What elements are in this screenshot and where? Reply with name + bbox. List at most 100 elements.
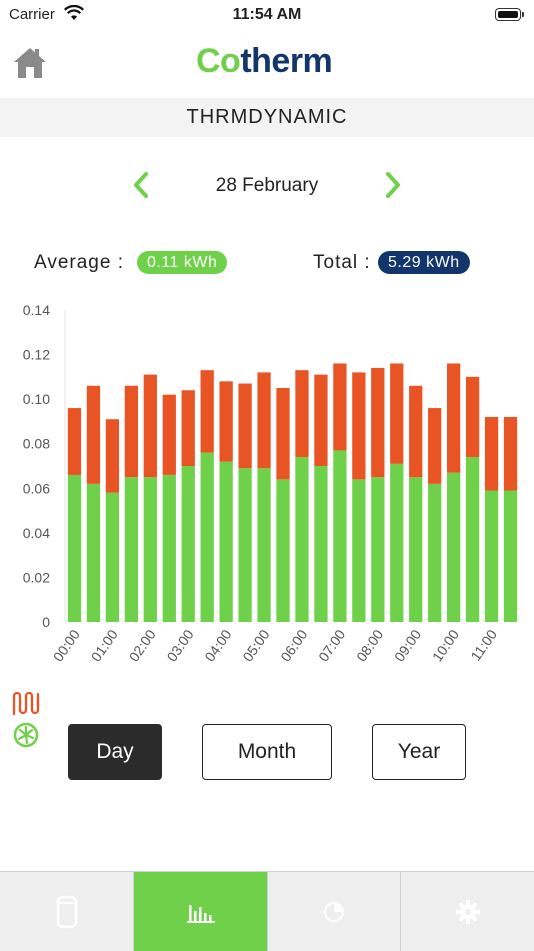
- bar-heat-pump: [143, 477, 157, 622]
- bar-electric-backup: [67, 408, 82, 475]
- bar-heat-pump: [276, 479, 290, 622]
- heating-coil-icon: [12, 691, 40, 716]
- bar-electric-backup: [105, 419, 120, 493]
- day-button[interactable]: Day: [68, 724, 162, 780]
- bar-heat-pump: [219, 461, 233, 622]
- water-heater-icon: [56, 895, 77, 928]
- bar-heat-pump: [428, 483, 442, 622]
- bar-electric-backup: [428, 408, 442, 484]
- bar-heat-pump: [162, 474, 176, 622]
- x-tick-label: 11:00: [467, 626, 500, 663]
- bar-heat-pump: [333, 450, 347, 622]
- chevron-left-icon: [134, 172, 148, 198]
- bar-electric-backup: [447, 363, 461, 473]
- x-tick-label: 00:00: [50, 626, 83, 664]
- clock: 11:54 AM: [232, 6, 302, 23]
- status-bar: Carrier 11:54 AM: [0, 0, 534, 30]
- tab-statistics[interactable]: [134, 872, 268, 951]
- navbar: Cotherm: [0, 30, 534, 99]
- x-tick-label: 05:00: [239, 626, 272, 664]
- bar-heat-pump: [181, 466, 195, 622]
- bar-electric-backup: [503, 416, 518, 491]
- average-label: Average :: [34, 252, 124, 273]
- x-tick-label: 01:00: [88, 626, 121, 664]
- date-navigation: 28 February: [0, 165, 534, 205]
- bar-chart-icon: [186, 904, 215, 923]
- bar-heat-pump: [352, 479, 366, 622]
- x-tick-label: 03:00: [163, 626, 196, 664]
- y-tick-label: 0.08: [23, 436, 50, 452]
- bar-electric-backup: [465, 376, 480, 458]
- bar-heat-pump: [371, 477, 385, 622]
- y-tick-label: 0.02: [23, 569, 50, 585]
- x-tick-label: 09:00: [391, 626, 424, 664]
- bar-electric-backup: [181, 390, 195, 466]
- x-tick-label: 02:00: [126, 626, 159, 664]
- total-badge: 5.29 kWh: [378, 251, 470, 274]
- bar-heat-pump: [105, 492, 120, 622]
- y-tick-label: 0: [42, 614, 50, 630]
- device-name: THRMDYNAMIC: [0, 98, 534, 137]
- bar-electric-backup: [124, 385, 138, 478]
- bar-heat-pump: [314, 466, 328, 622]
- bar-electric-backup: [257, 372, 271, 469]
- bar-heat-pump: [200, 452, 214, 622]
- bar-electric-backup: [86, 385, 101, 484]
- previous-date-button[interactable]: [128, 168, 154, 202]
- bar-heat-pump: [447, 472, 461, 622]
- bar-heat-pump: [124, 477, 138, 622]
- bar-electric-backup: [295, 370, 309, 458]
- x-tick-label: 06:00: [277, 626, 310, 664]
- x-tick-label: 07:00: [315, 626, 348, 664]
- bar-heat-pump: [67, 474, 82, 622]
- year-button[interactable]: Year: [372, 724, 466, 780]
- average-badge: 0.11 kWh: [137, 251, 228, 274]
- bar-electric-backup: [219, 381, 233, 462]
- battery-icon: [495, 8, 524, 21]
- heat-pump-fan-icon: [13, 722, 39, 748]
- home-icon[interactable]: [12, 46, 48, 80]
- y-tick-label: 0.10: [23, 391, 50, 407]
- bar-electric-backup: [352, 372, 366, 480]
- bar-electric-backup: [200, 370, 214, 453]
- bar-heat-pump: [465, 457, 480, 622]
- y-tick-label: 0.06: [23, 480, 50, 496]
- x-tick-label: 04:00: [201, 626, 234, 664]
- bar-electric-backup: [409, 385, 423, 478]
- energy-source-legend: [10, 690, 44, 750]
- y-tick-label: 0.04: [23, 525, 50, 541]
- logo-therm: therm: [240, 42, 333, 80]
- next-date-button[interactable]: [380, 168, 406, 202]
- bar-electric-backup: [333, 363, 347, 451]
- tab-settings[interactable]: [401, 872, 534, 951]
- bar-electric-backup: [314, 374, 328, 466]
- date-label: 28 February: [215, 175, 319, 196]
- bar-electric-backup: [162, 394, 176, 475]
- chevron-right-icon: [386, 172, 400, 198]
- bar-heat-pump: [86, 483, 101, 622]
- stats-row: Average : 0.11 kWh Total : 5.29 kWh: [0, 248, 534, 278]
- bar-electric-backup: [143, 374, 157, 478]
- bar-electric-backup: [484, 416, 499, 491]
- tab-device[interactable]: [0, 872, 134, 951]
- wifi-icon: [63, 4, 85, 26]
- tab-bar: [0, 871, 534, 951]
- x-tick-label: 08:00: [353, 626, 386, 664]
- bar-electric-backup: [371, 367, 385, 478]
- bar-heat-pump: [238, 468, 252, 622]
- x-tick-label: 10:00: [429, 626, 462, 664]
- bar-electric-backup: [238, 383, 252, 469]
- bar-heat-pump: [257, 468, 271, 622]
- total-label: Total :: [313, 252, 371, 273]
- month-button[interactable]: Month: [202, 724, 332, 780]
- bar-electric-backup: [276, 388, 290, 480]
- bar-heat-pump: [390, 463, 404, 622]
- tab-pie[interactable]: [268, 872, 401, 951]
- carrier-label: Carrier: [9, 6, 55, 23]
- bar-heat-pump: [409, 477, 423, 622]
- gear-icon: [455, 899, 480, 924]
- y-tick-label: 0.14: [23, 302, 50, 318]
- logo-co: Co: [196, 42, 241, 80]
- bar-heat-pump: [503, 490, 518, 622]
